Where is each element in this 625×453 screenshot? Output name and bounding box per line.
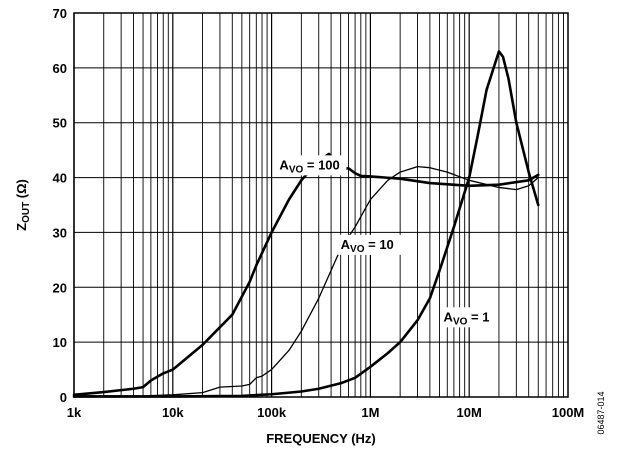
label-sub: VO — [453, 316, 468, 327]
y-tick-label: 60 — [53, 61, 67, 76]
x-tick-label: 10M — [457, 405, 482, 420]
x-tick-label: 100k — [257, 405, 287, 420]
plot-frame — [73, 12, 569, 398]
x-tick-label: 1M — [361, 405, 379, 420]
series-line-3 — [72, 50, 540, 398]
y-axis-title-sub: OUT — [21, 202, 32, 223]
label-main: A — [444, 309, 454, 324]
label-sub: VO — [289, 164, 304, 175]
label-rest: = 100 — [303, 157, 340, 172]
y-tick-label: 70 — [53, 6, 67, 21]
series-label-bg — [276, 155, 347, 176]
series-label-1: AVO = 100 — [279, 157, 339, 175]
y-tick-label: 30 — [53, 225, 67, 240]
y-tick-labels: 0 10 20 30 40 50 60 70 — [53, 6, 67, 405]
label-rest: = 1 — [467, 309, 489, 324]
label-main: A — [341, 237, 351, 252]
y-axis-title-main: Z — [14, 223, 29, 231]
label-main: A — [279, 157, 289, 172]
series-line-2 — [73, 165, 539, 397]
label-sub: VO — [350, 244, 365, 255]
y-tick-label: 0 — [60, 390, 67, 405]
series-label-bg — [440, 307, 497, 328]
y-axis-title-unit: (Ω) — [14, 179, 29, 202]
x-axis-title: FREQUENCY (Hz) — [266, 431, 376, 446]
x-tick-labels: 1k 10k 100k 1M 10M 100M — [67, 405, 585, 420]
series-label-2: AVO = 10 — [341, 237, 394, 255]
y-tick-label: 40 — [53, 171, 67, 186]
y-tick-label: 10 — [53, 335, 67, 350]
figure-code: 06487-014 — [596, 391, 606, 434]
label-rest: = 10 — [365, 237, 394, 252]
y-axis-title: ZOUT (Ω) — [14, 179, 32, 231]
y-tick-label: 20 — [53, 280, 67, 295]
x-tick-label: 1k — [67, 405, 82, 420]
y-tick-label: 50 — [53, 116, 67, 131]
series-label-bg — [337, 234, 402, 255]
grid — [73, 12, 568, 398]
x-tick-label: 100M — [552, 405, 585, 420]
x-tick-label: 10k — [162, 405, 184, 420]
series-label-3: AVO = 1 — [444, 309, 490, 327]
